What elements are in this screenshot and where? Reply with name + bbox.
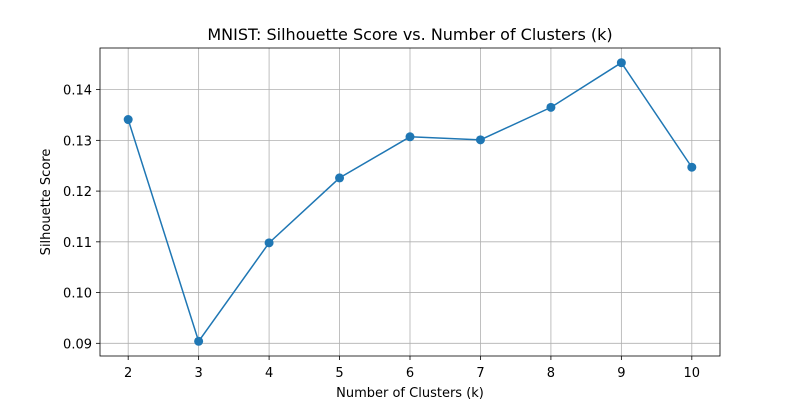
y-tick-label: 0.10 (63, 287, 92, 302)
x-tick-label: 10 (684, 366, 701, 381)
data-point (123, 115, 133, 125)
x-tick-label: 4 (265, 366, 273, 381)
x-tick-label: 8 (547, 366, 555, 381)
x-tick-label: 2 (124, 366, 132, 381)
x-tick-label: 5 (335, 366, 343, 381)
axis-ticks: 2 3 4 5 6 7 8 9 10 0.09 0.10 0.11 0.12 0.13 0.14 (63, 84, 700, 381)
y-tick-label: 0.11 (63, 236, 92, 251)
y-tick-label: 0.09 (63, 337, 92, 352)
data-point (616, 58, 626, 68)
y-axis-label: Silhouette Score (39, 149, 54, 256)
y-tick-label: 0.14 (63, 84, 92, 99)
y-tick-label: 0.13 (63, 134, 92, 149)
data-point (335, 173, 345, 183)
x-tick-label: 3 (194, 366, 202, 381)
x-tick-label: 7 (476, 366, 484, 381)
x-tick-label: 6 (406, 366, 414, 381)
data-point-markers (123, 58, 697, 346)
y-tick-label: 0.12 (63, 185, 92, 200)
data-point (405, 132, 415, 142)
x-tick-label: 9 (617, 366, 625, 381)
x-axis-label: Number of Clusters (k) (336, 386, 484, 400)
data-point (475, 135, 485, 145)
data-point (194, 336, 204, 346)
data-point (546, 102, 556, 112)
data-point (264, 238, 274, 248)
data-point (687, 162, 697, 172)
chart-title: MNIST: Silhouette Score vs. Number of Cl… (207, 25, 612, 44)
